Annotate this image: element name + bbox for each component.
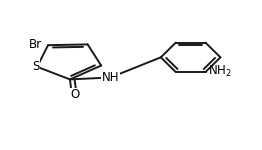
Text: O: O (70, 88, 79, 102)
Text: NH: NH (102, 71, 119, 84)
Text: S: S (32, 60, 40, 73)
Text: NH$_2$: NH$_2$ (208, 64, 231, 79)
Text: Br: Br (29, 38, 42, 51)
